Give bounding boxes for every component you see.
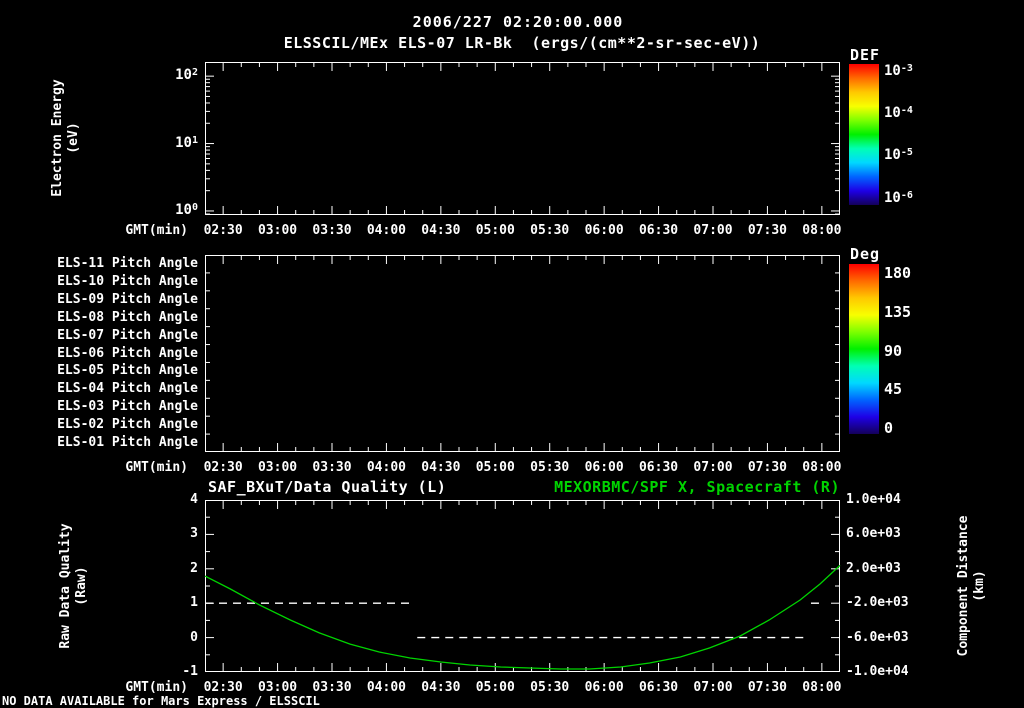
time-tick-label: 08:00 — [802, 460, 842, 475]
time-tick-label: 06:30 — [638, 680, 679, 695]
deg-colorbar-tick-label: 45 — [884, 380, 903, 399]
def-colorbar-tick-label: 10-6 — [884, 189, 913, 206]
time-tick-label: 08:00 — [802, 223, 842, 238]
time-tick-label: 03:00 — [257, 223, 298, 238]
time-tick-label: 03:00 — [257, 680, 298, 695]
pitch-row-label: ELS-03 Pitch Angle — [57, 399, 198, 415]
quality-distance-panel — [204, 500, 841, 672]
quality-tick-label: 2 — [190, 560, 198, 576]
quality-tick-label: -1 — [182, 664, 198, 679]
deg-colorbar — [849, 264, 879, 434]
no-data-message: NO DATA AVAILABLE for Mars Express / ELS… — [2, 694, 320, 708]
time-tick-label: 07:30 — [747, 223, 787, 238]
time-tick-label: 04:30 — [421, 223, 461, 238]
time-tick-label: 02:30 — [203, 223, 243, 238]
time-tick-label: 06:00 — [584, 680, 624, 695]
time-tick-label: 04:00 — [366, 680, 406, 695]
distance-tick-label: -1.0e+04 — [846, 664, 909, 679]
time-tick-label: 06:30 — [638, 223, 679, 238]
def-colorbar-tick-label: 10-5 — [884, 147, 913, 164]
time-tick-label: 02:30 — [203, 460, 243, 475]
time-tick-label: 05:30 — [530, 223, 570, 238]
pitch-row-label: ELS-02 Pitch Angle — [57, 417, 198, 433]
time-tick-label: 05:00 — [475, 460, 515, 475]
spacecraft-series-title: MEXORBMC/SPF X, Spacecraft (R) — [554, 478, 840, 496]
def-colorbar-tick-label: 10-3 — [884, 62, 913, 79]
time-tick-label: 06:00 — [584, 460, 624, 475]
instrument-title: ELSSCIL/MEx ELS-07 LR-Bk — [283, 34, 513, 52]
time-tick-label: 05:00 — [475, 680, 515, 695]
gmt-axis-label: GMT(min) — [125, 223, 188, 238]
time-tick-label: 06:30 — [638, 460, 679, 475]
pitch-row-label: ELS-04 Pitch Angle — [57, 381, 198, 397]
energy-tick-label: 101 — [175, 134, 198, 151]
quality-tick-label: 0 — [190, 629, 198, 645]
time-tick-label: 04:00 — [366, 460, 406, 475]
deg-colorbar-tick-label: 135 — [884, 302, 912, 321]
time-tick-label: 04:30 — [421, 460, 461, 475]
time-tick-label: 07:00 — [693, 223, 733, 238]
time-tick-label: 06:00 — [584, 223, 624, 238]
def-colorbar-tick-label: 10-4 — [884, 105, 913, 122]
energy-tick-label: 100 — [175, 201, 198, 218]
units-title: (ergs/(cm**2-sr-sec-eV)) — [531, 34, 761, 52]
pitch-row-label: ELS-05 Pitch Angle — [57, 363, 198, 379]
panel-border — [205, 255, 840, 452]
time-tick-label: 08:00 — [802, 680, 842, 695]
gmt-axis-label: GMT(min) — [125, 460, 188, 475]
pitch-angle-panel — [205, 255, 840, 452]
pitch-row-label: ELS-11 Pitch Angle — [57, 255, 198, 271]
quality-series-title: SAF_BXuT/Data Quality (L) — [208, 478, 447, 496]
plot-subtitle: ELSSCIL/MEx ELS-07 LR-Bk (ergs/(cm**2-sr… — [10, 34, 1024, 52]
pitch-row-label: ELS-06 Pitch Angle — [57, 345, 198, 361]
pitch-row-label: ELS-08 Pitch Angle — [57, 309, 198, 325]
quality-tick-label: 4 — [190, 492, 198, 507]
panel-border — [205, 500, 840, 672]
distance-tick-label: 6.0e+03 — [846, 526, 901, 542]
distance-tick-label: -2.0e+03 — [846, 595, 909, 611]
deg-colorbar-tick-label: 180 — [884, 264, 912, 283]
time-tick-label: 03:30 — [312, 460, 352, 475]
plot-timestamp: 2006/227 02:20:00.000 — [412, 13, 624, 31]
time-tick-label: 03:00 — [257, 460, 298, 475]
def-colorbar-title: DEF — [850, 46, 881, 64]
gmt-axis-label: GMT(min) — [125, 680, 188, 695]
time-tick-label: 03:30 — [312, 223, 352, 238]
spacecraft-x-curve — [204, 564, 841, 670]
deg-colorbar-tick-label: 0 — [884, 418, 894, 437]
pitch-row-label: ELS-10 Pitch Angle — [57, 273, 198, 289]
pitch-row-label: ELS-01 Pitch Angle — [57, 435, 198, 451]
def-colorbar — [849, 64, 879, 205]
pitch-row-label: ELS-09 Pitch Angle — [57, 291, 198, 307]
time-tick-label: 07:30 — [747, 680, 787, 695]
distance-tick-label: -6.0e+03 — [846, 629, 909, 645]
time-tick-label: 05:30 — [530, 680, 570, 695]
energy-spectrogram-panel — [205, 62, 840, 215]
panel-border — [205, 62, 840, 215]
pitch-row-label: ELS-07 Pitch Angle — [57, 327, 198, 343]
energy-tick-label: 102 — [175, 67, 198, 84]
quality-tick-label: 3 — [190, 526, 198, 542]
time-tick-label: 07:30 — [747, 460, 787, 475]
time-tick-label: 07:00 — [693, 680, 733, 695]
time-tick-label: 04:30 — [421, 680, 461, 695]
time-tick-label: 05:00 — [475, 223, 515, 238]
quality-tick-label: 1 — [190, 595, 198, 611]
time-tick-label: 02:30 — [203, 680, 243, 695]
time-tick-label: 05:30 — [530, 460, 570, 475]
deg-colorbar-title: Deg — [850, 245, 881, 263]
time-tick-label: 04:00 — [366, 223, 406, 238]
time-tick-label: 03:30 — [312, 680, 352, 695]
time-tick-label: 07:00 — [693, 460, 733, 475]
deg-colorbar-tick-label: 90 — [884, 341, 903, 360]
distance-tick-label: 1.0e+04 — [846, 492, 901, 507]
distance-tick-label: 2.0e+03 — [846, 560, 901, 576]
